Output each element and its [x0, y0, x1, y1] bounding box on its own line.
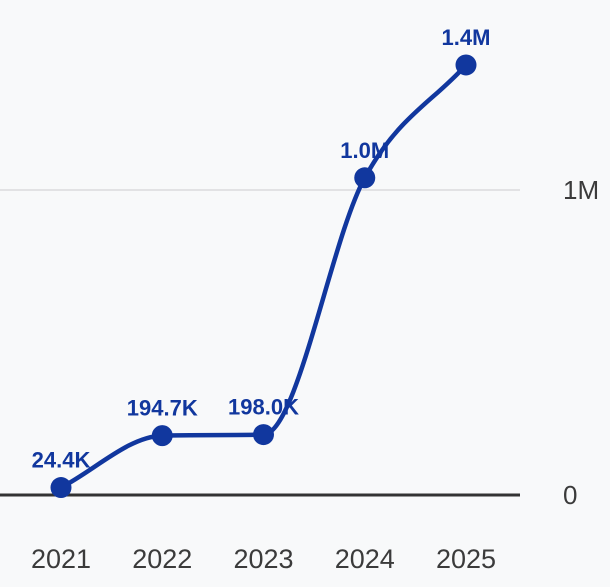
x-tick-label-2022: 2022	[132, 544, 192, 574]
data-point-2023[interactable]	[253, 424, 274, 446]
y-tick-label-1m: 1M	[563, 175, 599, 205]
data-label-2024: 1.0M	[340, 138, 389, 163]
data-point-2021[interactable]	[50, 477, 72, 499]
data-point-2025[interactable]	[455, 54, 477, 76]
data-label-2025: 1.4M	[442, 25, 491, 50]
data-label-2023: 198.0K	[228, 395, 299, 420]
x-tick-label-2023: 2023	[233, 544, 293, 574]
data-point-2022[interactable]	[151, 425, 173, 447]
series-line	[58, 62, 469, 490]
y-tick-label-0: 0	[563, 480, 577, 510]
data-label-2021: 24.4K	[32, 448, 91, 473]
data-point-2024[interactable]	[354, 167, 376, 189]
data-label-2022: 194.7K	[127, 396, 198, 421]
x-tick-label-2025: 2025	[436, 544, 496, 574]
x-tick-label-2024: 2024	[335, 544, 395, 574]
x-tick-label-2021: 2021	[31, 544, 91, 574]
